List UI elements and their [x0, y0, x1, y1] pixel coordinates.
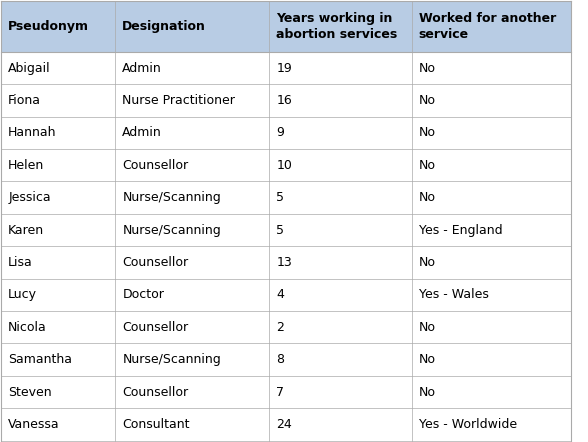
Text: Nurse Practitioner: Nurse Practitioner [122, 94, 235, 107]
Bar [412, 1, 572, 52]
Text: Helen: Helen [8, 159, 45, 172]
Text: 8: 8 [276, 353, 284, 366]
Bar [1, 278, 572, 311]
Text: Samantha: Samantha [8, 353, 72, 366]
Text: No: No [419, 159, 436, 172]
Bar [1, 182, 572, 214]
Text: Counsellor: Counsellor [122, 159, 188, 172]
Text: No: No [419, 61, 436, 75]
Text: 9: 9 [276, 126, 284, 139]
Text: No: No [419, 321, 436, 334]
Text: Designation: Designation [122, 20, 206, 33]
Bar [1, 149, 572, 182]
Text: No: No [419, 353, 436, 366]
Text: 4: 4 [276, 288, 284, 301]
Text: Yes - Wales: Yes - Wales [419, 288, 489, 301]
Text: 7: 7 [276, 385, 284, 399]
Text: Counsellor: Counsellor [122, 321, 188, 334]
Text: Hannah: Hannah [8, 126, 56, 139]
Text: 13: 13 [276, 256, 292, 269]
Bar [1, 376, 572, 408]
Text: No: No [419, 94, 436, 107]
Text: 24: 24 [276, 418, 292, 431]
Text: 10: 10 [276, 159, 292, 172]
Bar [1, 408, 572, 441]
Text: 2: 2 [276, 321, 284, 334]
Text: Yes - England: Yes - England [419, 224, 502, 236]
Bar [1, 343, 572, 376]
Text: Yes - Worldwide: Yes - Worldwide [419, 418, 517, 431]
Bar [1, 52, 572, 84]
Text: No: No [419, 385, 436, 399]
Text: No: No [419, 256, 436, 269]
Text: 16: 16 [276, 94, 292, 107]
Bar [115, 1, 269, 52]
Bar [1, 84, 572, 117]
Text: 19: 19 [276, 61, 292, 75]
Text: No: No [419, 126, 436, 139]
Bar [1, 246, 572, 278]
Text: Nurse/Scanning: Nurse/Scanning [122, 353, 221, 366]
Text: Lucy: Lucy [8, 288, 37, 301]
Text: Lisa: Lisa [8, 256, 33, 269]
Bar [1, 1, 115, 52]
Text: Doctor: Doctor [122, 288, 164, 301]
Text: Counsellor: Counsellor [122, 256, 188, 269]
Text: No: No [419, 191, 436, 204]
Bar [269, 1, 412, 52]
Text: Nurse/Scanning: Nurse/Scanning [122, 191, 221, 204]
Text: Counsellor: Counsellor [122, 385, 188, 399]
Text: Worked for another
service: Worked for another service [419, 12, 556, 41]
Bar [1, 311, 572, 343]
Text: Admin: Admin [122, 126, 162, 139]
Text: Abigail: Abigail [8, 61, 51, 75]
Text: Vanessa: Vanessa [8, 418, 60, 431]
Text: Consultant: Consultant [122, 418, 190, 431]
Text: Nurse/Scanning: Nurse/Scanning [122, 224, 221, 236]
Bar [1, 117, 572, 149]
Text: Admin: Admin [122, 61, 162, 75]
Text: Karen: Karen [8, 224, 44, 236]
Text: 5: 5 [276, 191, 284, 204]
Text: Nicola: Nicola [8, 321, 47, 334]
Text: Years working in
abortion services: Years working in abortion services [276, 12, 397, 41]
Bar [1, 214, 572, 246]
Text: Jessica: Jessica [8, 191, 51, 204]
Text: Steven: Steven [8, 385, 52, 399]
Text: Fiona: Fiona [8, 94, 41, 107]
Text: Pseudonym: Pseudonym [8, 20, 89, 33]
Text: 5: 5 [276, 224, 284, 236]
